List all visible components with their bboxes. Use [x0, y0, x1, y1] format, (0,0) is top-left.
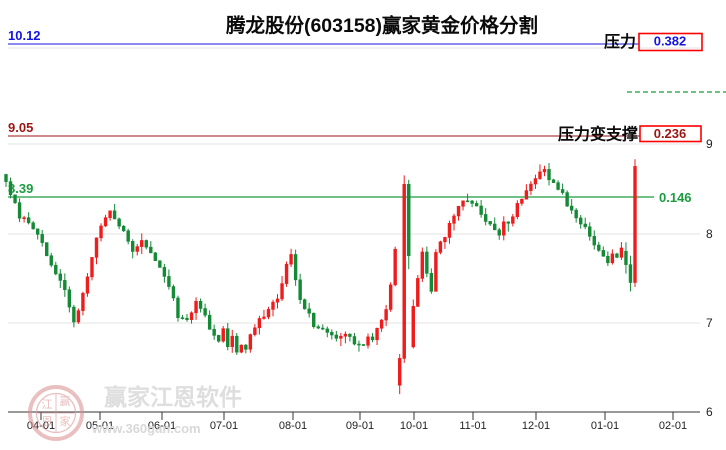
- svg-text:9: 9: [706, 137, 713, 151]
- svg-text:压力: 压力: [604, 32, 636, 51]
- svg-text:8: 8: [706, 227, 713, 241]
- svg-text:赢: 赢: [60, 394, 71, 408]
- svg-text:压力变支撑: 压力变支撑: [558, 125, 638, 144]
- svg-text:家: 家: [60, 414, 71, 428]
- svg-text:11-01: 11-01: [459, 420, 486, 432]
- svg-text:08-01: 08-01: [279, 420, 307, 432]
- svg-text:12-01: 12-01: [522, 420, 550, 432]
- svg-text:0.146: 0.146: [659, 190, 692, 205]
- svg-text:10-01: 10-01: [400, 420, 428, 432]
- svg-text:10.12: 10.12: [8, 28, 41, 43]
- svg-text:恩: 恩: [42, 415, 53, 428]
- svg-text:02-01: 02-01: [659, 420, 687, 432]
- svg-text:6: 6: [706, 405, 713, 419]
- svg-text:0.236: 0.236: [654, 126, 687, 141]
- svg-text:www.360gan.com: www.360gan.com: [91, 421, 201, 436]
- svg-text:01-01: 01-01: [591, 420, 619, 432]
- svg-text:江: 江: [42, 398, 53, 411]
- svg-text:9.05: 9.05: [8, 120, 33, 135]
- svg-text:赢家江恩软件: 赢家江恩软件: [104, 384, 242, 410]
- svg-text:0.382: 0.382: [654, 34, 687, 49]
- svg-text:7: 7: [706, 316, 713, 330]
- svg-text:09-01: 09-01: [346, 420, 374, 432]
- svg-text:07-01: 07-01: [210, 420, 238, 432]
